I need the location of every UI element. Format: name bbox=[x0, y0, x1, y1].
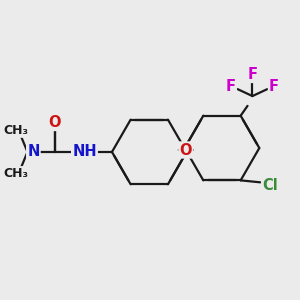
Text: NH: NH bbox=[72, 145, 97, 160]
Text: N: N bbox=[27, 145, 40, 160]
Text: F: F bbox=[269, 79, 279, 94]
Text: F: F bbox=[226, 79, 236, 94]
Text: O: O bbox=[49, 115, 61, 130]
Text: CH₃: CH₃ bbox=[3, 167, 28, 180]
Text: CH₃: CH₃ bbox=[3, 124, 28, 137]
Text: O: O bbox=[179, 142, 192, 158]
Text: Cl: Cl bbox=[262, 178, 278, 193]
Text: F: F bbox=[248, 67, 257, 82]
